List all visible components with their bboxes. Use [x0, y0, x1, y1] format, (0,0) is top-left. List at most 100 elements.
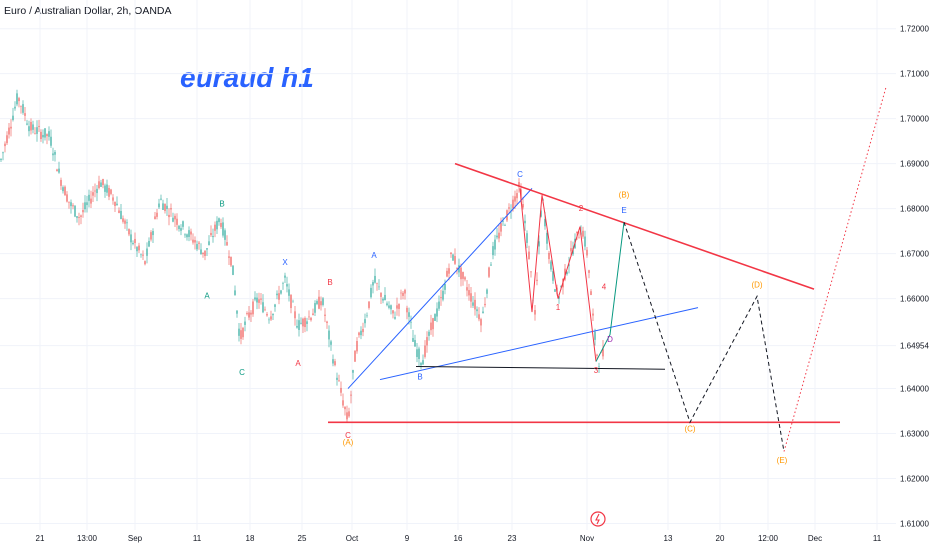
candle-body: [24, 113, 26, 116]
candle-body: [196, 244, 198, 250]
candle-body: [76, 216, 78, 218]
wave-label: 2: [579, 204, 584, 213]
candle-body: [104, 185, 106, 192]
candle-body: [62, 187, 64, 192]
candle-body: [154, 216, 156, 220]
candle-body: [436, 308, 438, 317]
candle-body: [300, 322, 302, 324]
candle-body: [194, 240, 196, 243]
time-tick-label: 18: [246, 534, 255, 543]
candle-body: [126, 222, 128, 224]
price-tick-label: 1.66000: [900, 295, 929, 304]
candle-body: [118, 210, 120, 213]
candle-body: [526, 233, 528, 243]
candle-body: [14, 106, 16, 109]
candle-body: [44, 128, 46, 138]
candle-body: [36, 127, 38, 134]
candle-body: [380, 292, 382, 297]
trend-line: [595, 222, 625, 362]
candle-body: [478, 314, 480, 320]
candle-body: [442, 290, 444, 300]
candle-body: [28, 126, 30, 132]
candle-body: [236, 310, 238, 314]
candle-body: [302, 318, 304, 327]
time-axis[interactable]: 21 13:00 Sep 11 18 25 Oct 9 16 23 Nov 13 20 12:00 Dec 1…: [36, 534, 882, 543]
price-tick-label: 1.61000: [900, 520, 929, 529]
candle-body: [64, 186, 66, 196]
trend-line: [783, 87, 887, 452]
candle-body: [406, 307, 408, 313]
candle-body: [422, 360, 424, 365]
candle-body: [538, 241, 540, 247]
candle-body: [356, 340, 358, 352]
candle-body: [226, 242, 228, 246]
candle-body: [376, 283, 378, 284]
candle-body: [4, 143, 6, 147]
candle-body: [114, 201, 116, 207]
candle-body: [336, 377, 338, 380]
candle-body: [198, 242, 200, 244]
candle-body: [92, 192, 94, 196]
candle-body: [20, 106, 22, 107]
candle-body: [550, 261, 552, 270]
price-tick-label: 1.70000: [900, 115, 929, 124]
candle-body: [594, 331, 596, 340]
candle-body: [270, 316, 272, 320]
candle-body: [240, 330, 242, 339]
candle-body: [242, 327, 244, 338]
tradingview-logo-icon[interactable]: [590, 511, 606, 527]
candle-body: [230, 256, 232, 266]
candle-body: [480, 319, 482, 326]
candle-body: [204, 250, 206, 257]
candle-body: [516, 193, 518, 199]
candle-body: [414, 340, 416, 347]
candle-body: [38, 125, 40, 127]
candle-body: [488, 267, 490, 277]
candle-body: [522, 204, 524, 208]
candle-body: [160, 198, 162, 200]
candle-body: [438, 301, 440, 309]
candle-body: [218, 218, 220, 223]
price-tick-label: 1.68000: [900, 205, 929, 214]
candle-body: [536, 279, 538, 281]
candle-body: [362, 329, 364, 333]
candle-body: [416, 349, 418, 358]
price-tick-label: 1.71000: [900, 70, 929, 79]
grid: [0, 0, 896, 530]
candle-body: [190, 231, 192, 235]
wave-label: (E): [777, 456, 788, 465]
candle-body: [96, 188, 98, 194]
candle-body: [166, 205, 168, 209]
candle-body: [326, 321, 328, 323]
candle-body: [48, 131, 50, 137]
candle-body: [528, 251, 530, 260]
candle-body: [334, 361, 336, 366]
candle-body: [212, 235, 214, 238]
candle-body: [474, 299, 476, 310]
candle-body: [170, 208, 172, 210]
candle-body: [450, 252, 452, 255]
candle-body: [570, 248, 572, 252]
price-axis[interactable]: 1.72000 1.71000 1.70000 1.69000 1.68000 1.670…: [900, 25, 929, 529]
candle-body: [554, 289, 556, 292]
wave-label: C: [517, 170, 523, 179]
candle-body: [448, 268, 450, 274]
wave-label: X: [282, 258, 288, 267]
candle-body: [108, 187, 110, 197]
candle-body: [18, 98, 20, 102]
candle-body: [590, 291, 592, 295]
candle-body: [348, 411, 350, 417]
candle-body: [264, 309, 266, 311]
candle-body: [78, 217, 80, 218]
candle-body: [306, 321, 308, 324]
candle-body: [54, 151, 56, 155]
candle-body: [358, 332, 360, 336]
candle-body: [398, 304, 400, 309]
candle-body: [314, 303, 316, 313]
candle-body: [384, 294, 386, 301]
candle-body: [578, 237, 580, 239]
candle-body: [72, 205, 74, 207]
candle-body: [430, 322, 432, 331]
candle-body: [402, 292, 404, 296]
